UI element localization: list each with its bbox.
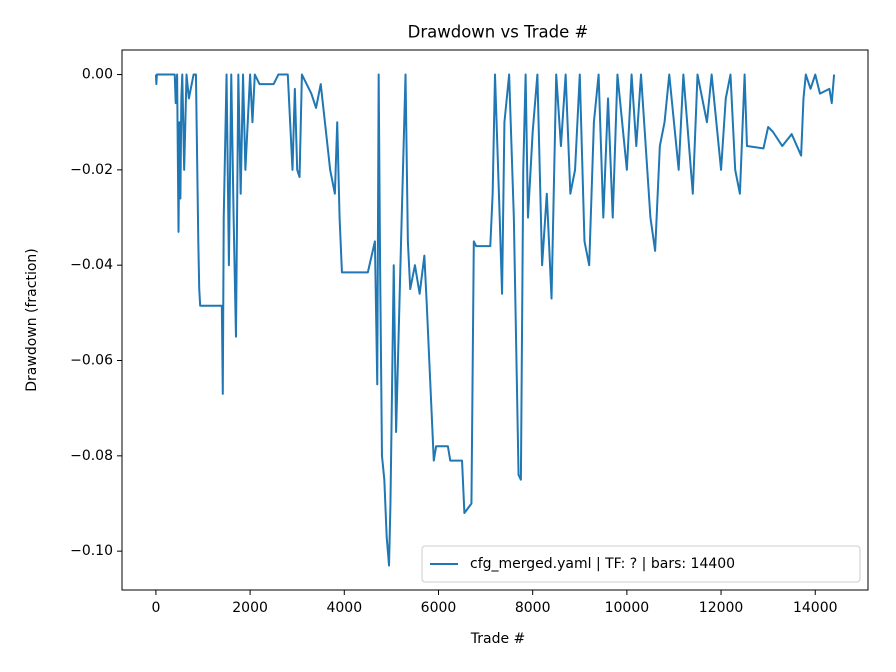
y-tick-label: −0.06 <box>70 353 113 369</box>
chart-title: Drawdown vs Trade # <box>408 23 589 42</box>
y-tick-label: −0.02 <box>70 162 113 178</box>
x-tick-label: 6000 <box>421 600 457 616</box>
x-tick-label: 10000 <box>605 600 650 616</box>
x-tick-label: 14000 <box>793 600 838 616</box>
data-line <box>154 73 836 567</box>
x-axis-label: Trade # <box>470 631 526 647</box>
plot-area <box>154 73 836 567</box>
legend-label: cfg_merged.yaml | TF: ? | bars: 14400 <box>470 556 735 572</box>
x-tick-label: 8000 <box>515 600 551 616</box>
legend-box <box>421 545 861 583</box>
y-tick-label: −0.04 <box>70 257 113 273</box>
x-tick-label: 4000 <box>326 600 362 616</box>
y-tick-label: −0.10 <box>70 543 113 559</box>
legend: cfg_merged.yaml | TF: ? | bars: 14400 <box>421 545 861 583</box>
x-tick-label: 0 <box>151 600 160 616</box>
y-tick-label: 0.00 <box>82 67 113 83</box>
axes-frame <box>121 49 869 591</box>
x-tick-label: 12000 <box>699 600 744 616</box>
y-axis-label: Drawdown (fraction) <box>24 248 40 392</box>
x-tick-label: 2000 <box>232 600 268 616</box>
y-tick-label: −0.08 <box>70 448 113 464</box>
